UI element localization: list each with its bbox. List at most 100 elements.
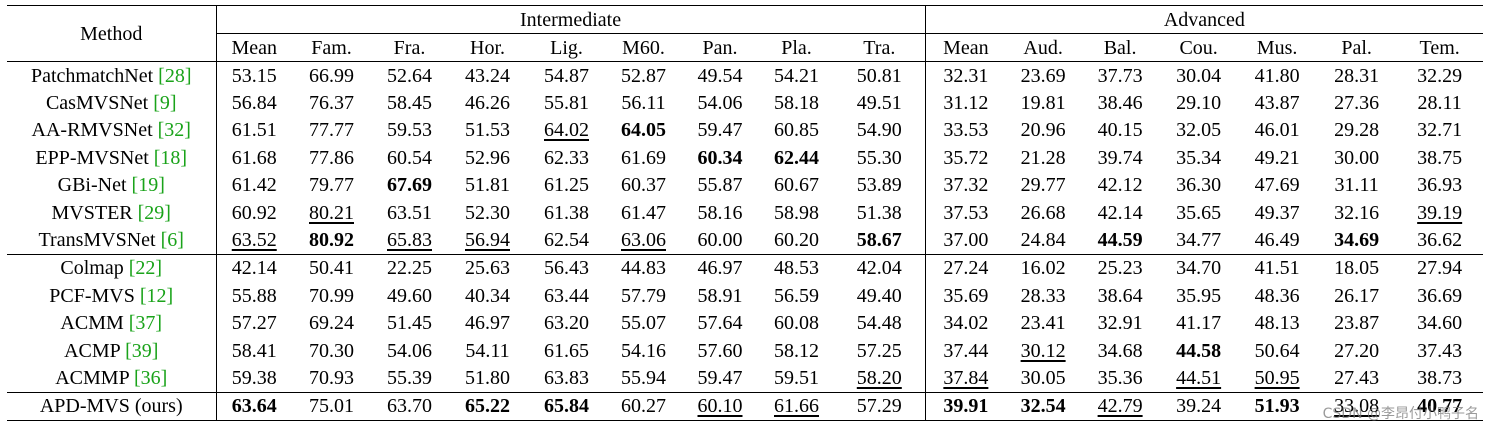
score-cell: 39.74: [1080, 144, 1160, 171]
score-cell: 63.83: [527, 364, 606, 392]
score-value: 31.11: [1334, 174, 1379, 197]
score-cell: 29.28: [1317, 117, 1396, 144]
score-value: 58.12: [774, 339, 819, 362]
table-row: PCF-MVS [12] 55.88 70.99 49.60 40.34 63.44 57.…: [7, 282, 1483, 310]
method-name-cell: Colmap [22]: [7, 253, 217, 283]
score-cell: 58.18: [759, 89, 834, 116]
score-value: 60.37: [621, 174, 666, 197]
score-cell: 24.84: [1006, 226, 1080, 254]
score-value: 61.65: [544, 339, 589, 362]
citation-link[interactable]: [19]: [131, 174, 165, 197]
score-value: 57.29: [856, 395, 902, 418]
score-value: 61.51: [231, 119, 277, 142]
score-cell: 60.34: [681, 144, 759, 171]
citation-link[interactable]: [28]: [158, 64, 192, 87]
score-cell: 54.48: [834, 310, 925, 337]
score-cell: 59.47: [681, 364, 759, 392]
score-cell: 38.64: [1080, 282, 1160, 309]
score-value: 54.48: [856, 312, 902, 335]
score-value: 42.12: [1097, 174, 1143, 197]
score-value: 39.19: [1417, 201, 1463, 224]
score-value: 25.23: [1097, 257, 1143, 280]
score-value: 64.05: [621, 119, 666, 142]
score-cell: 77.86: [292, 144, 371, 171]
score-cell: 32.29: [1396, 62, 1483, 90]
citation-link[interactable]: [29]: [137, 201, 171, 224]
table-body: PatchmatchNet [28] 53.15 66.99 52.64 43.24 54…: [7, 61, 1484, 422]
score-cell: 60.85: [759, 117, 834, 144]
score-value: 69.24: [309, 312, 354, 335]
score-value: 76.37: [309, 92, 354, 115]
score-cell: 27.24: [924, 253, 1007, 283]
citation-link[interactable]: [39]: [125, 339, 159, 362]
score-value: 34.69: [1334, 229, 1380, 252]
citation-link[interactable]: [37]: [128, 312, 163, 335]
score-cell: 57.60: [681, 337, 759, 364]
score-value: 32.91: [1097, 312, 1143, 335]
score-value: 58.41: [231, 339, 277, 362]
citation-link[interactable]: [18]: [153, 146, 188, 169]
table-row: ACMP [39] 58.41 70.30 54.06 54.11 61.65 54.16 5…: [7, 336, 1483, 365]
score-cell: 56.43: [527, 253, 606, 283]
column-header: M60.: [606, 33, 681, 62]
score-value: 59.53: [387, 119, 432, 142]
score-cell: 37.00: [924, 226, 1007, 255]
score-value: 60.67: [774, 174, 819, 197]
score-value: 48.13: [1254, 312, 1300, 335]
score-cell: 55.39: [371, 364, 448, 392]
score-value: 49.51: [856, 92, 902, 115]
score-value: 65.22: [465, 395, 510, 418]
score-value: 54.11: [465, 339, 510, 362]
score-value: 59.51: [774, 366, 819, 389]
score-value: 61.69: [621, 146, 666, 169]
score-value: 61.68: [231, 146, 277, 169]
score-value: 80.21: [309, 201, 354, 224]
score-cell: 50.41: [292, 253, 371, 283]
score-value: 37.73: [1097, 64, 1143, 87]
column-header: Pla.: [759, 33, 834, 62]
score-cell: 60.67: [759, 172, 834, 199]
method-name-cell: AA-RMVSNet [32]: [7, 116, 217, 145]
score-value: 53.15: [231, 64, 277, 87]
score-cell: 46.01: [1237, 117, 1317, 144]
score-cell: 35.36: [1080, 364, 1160, 392]
score-value: 41.80: [1254, 64, 1300, 87]
citation-link[interactable]: [9]: [153, 92, 177, 115]
score-cell: 49.54: [681, 62, 759, 90]
column-header: Cou.: [1160, 33, 1238, 62]
score-cell: 31.11: [1317, 172, 1396, 199]
score-cell: 56.59: [759, 282, 834, 309]
advanced-group-header: Advanced: [924, 5, 1484, 34]
method-name: MVSTER: [51, 201, 138, 224]
score-cell: 58.41: [216, 337, 292, 364]
score-cell: 61.25: [527, 172, 606, 199]
score-value: 51.53: [465, 119, 510, 142]
score-cell: 30.12: [1006, 337, 1080, 364]
score-cell: 41.51: [1237, 253, 1318, 283]
citation-link[interactable]: [32]: [157, 119, 191, 142]
score-cell: 19.81: [1006, 89, 1080, 116]
citation-link[interactable]: [6]: [160, 229, 184, 252]
score-value: 62.44: [774, 146, 819, 169]
score-cell: 30.04: [1160, 62, 1237, 90]
score-cell: 41.17: [1160, 310, 1237, 337]
score-value: 37.00: [943, 229, 989, 252]
score-cell: 25.23: [1080, 253, 1161, 283]
citation-link[interactable]: [12]: [139, 284, 174, 307]
score-cell: 37.43: [1396, 337, 1483, 364]
method-name-cell: GBi-Net [19]: [7, 171, 217, 199]
score-cell: 43.24: [448, 62, 527, 90]
score-value: 27.94: [1417, 257, 1463, 280]
score-value: 26.68: [1020, 201, 1066, 224]
score-value: 31.12: [943, 92, 989, 115]
score-cell: 59.38: [216, 364, 292, 392]
score-cell: 37.53: [924, 198, 1007, 227]
score-value: 60.34: [697, 146, 743, 169]
score-cell: 25.63: [448, 253, 527, 283]
score-cell: 37.73: [1080, 62, 1160, 90]
citation-link[interactable]: [22]: [128, 257, 163, 280]
score-value: 40.77: [1417, 395, 1463, 418]
score-cell: 54.90: [834, 117, 925, 144]
score-value: 43.24: [465, 64, 510, 87]
citation-link[interactable]: [36]: [133, 366, 168, 389]
